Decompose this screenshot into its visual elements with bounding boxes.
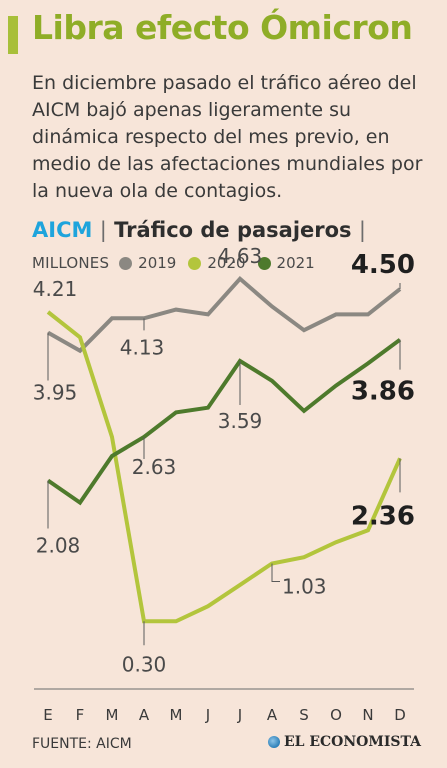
series-line-2021 [46, 338, 402, 506]
heading-subtitle: Tráfico de pasajeros [114, 218, 352, 242]
legend-swatch-2019 [119, 256, 133, 270]
brand-logo: EL ECONOMISTA [267, 734, 421, 750]
x-tick-label-7: A [267, 706, 278, 724]
legend-item-2019: 2019 [119, 254, 176, 272]
legend-swatch-2020 [188, 256, 202, 270]
data-label-2021-0: 2.08 [36, 533, 81, 557]
label-leader-8 [271, 563, 280, 583]
data-label-2021-6: 3.59 [218, 409, 263, 433]
intro-text: En diciembre pasado el tráfico aéreo del… [32, 72, 423, 202]
legend-label-2019: 2019 [138, 254, 177, 272]
x-tick-label-4: M [170, 706, 183, 724]
x-tick-label-8: S [299, 706, 309, 724]
data-label-2019-0: 3.95 [33, 381, 78, 405]
page-title: Libra efecto Ómicron [32, 8, 413, 47]
data-label-2020-11: 2.36 [351, 501, 415, 531]
legend-item-2020: 2020 [188, 254, 246, 272]
brand-globe-icon [267, 736, 280, 748]
series-line-2020 [46, 310, 402, 624]
data-label-2019-6: 4.63 [218, 244, 263, 268]
brand-name: EL ECONOMISTA [283, 734, 421, 750]
data-label-2019-3: 4.13 [120, 335, 165, 359]
data-label-2019-11: 4.50 [351, 250, 415, 280]
heading-separator: | [99, 218, 107, 242]
data-label-2021-11: 3.86 [351, 377, 415, 407]
title-accent-bar [8, 16, 18, 54]
x-tick-label-5: J [205, 706, 210, 724]
x-tick-label-11: D [394, 706, 406, 724]
data-label-2020-7: 1.03 [282, 575, 327, 599]
legend-swatch-2021 [257, 256, 271, 270]
series-line-2019 [47, 276, 402, 354]
chart-legend: MILLONES 2019 2020 2021 [32, 254, 327, 272]
x-tick-label-0: E [43, 706, 52, 724]
chart-heading: AICM | Tráfico de pasajeros | [32, 218, 366, 242]
data-label-2020-0: 4.21 [33, 277, 78, 301]
x-tick-label-3: A [139, 706, 150, 724]
data-label-2020-3: 0.30 [122, 652, 167, 676]
data-label-2021-3: 2.63 [132, 455, 177, 479]
legend-label-2021: 2021 [276, 254, 315, 272]
x-tick-label-10: N [362, 706, 373, 724]
x-tick-label-1: F [76, 706, 85, 724]
heading-trailing-separator: | [358, 218, 366, 242]
x-tick-label-9: O [330, 706, 342, 724]
x-tick-label-2: M [106, 706, 119, 724]
heading-source-label: AICM [32, 218, 93, 242]
x-tick-label-6: J [237, 706, 242, 724]
legend-label-2020: 2020 [207, 254, 246, 272]
legend-unit: MILLONES [32, 254, 110, 272]
legend-item-2021: 2021 [257, 254, 315, 272]
source-note: FUENTE: AICM [32, 736, 132, 752]
